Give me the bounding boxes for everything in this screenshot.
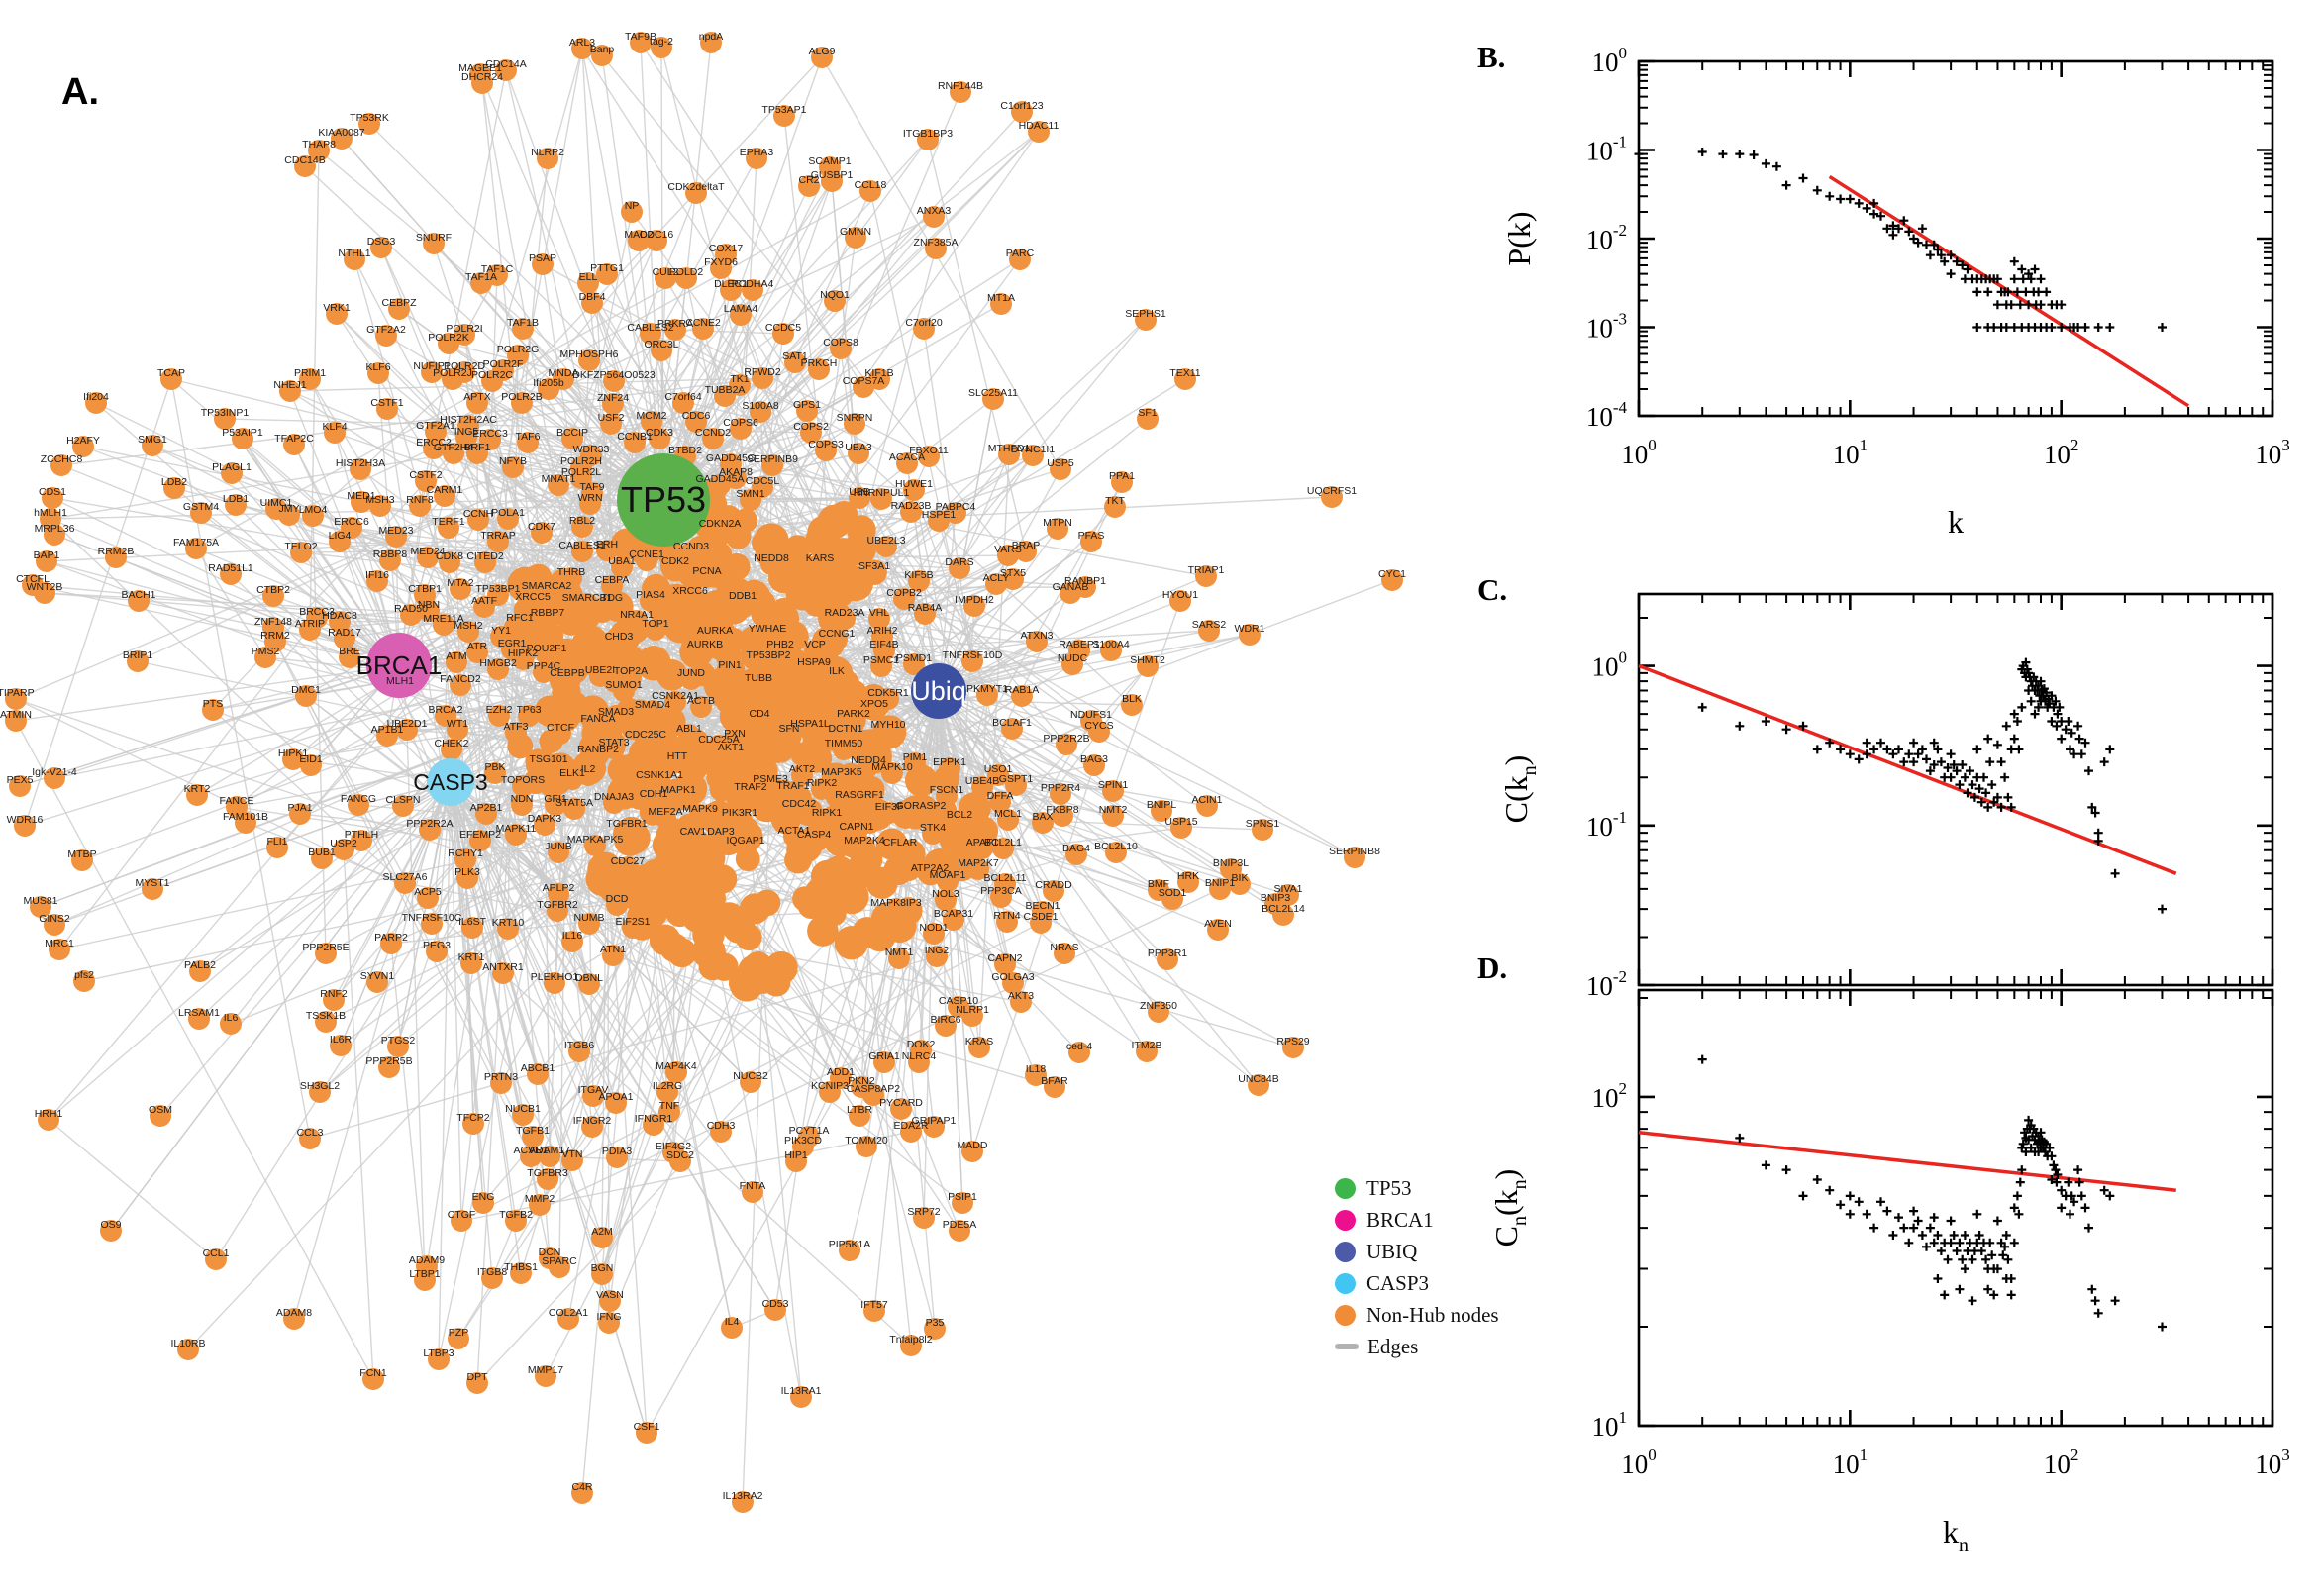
svg-text:101: 101 [1833,1446,1868,1479]
svg-text:101: 101 [1592,1408,1628,1442]
legend-item-edges: Edges [1335,1331,1499,1362]
legend-item-ubiq: UBIQ [1335,1236,1499,1267]
legend: TP53 BRCA1 UBIQ CASP3 Non-Hub nodes Edges [1335,1172,1499,1362]
hub-casp3 [427,758,474,806]
panel-c-label: C. [1477,572,1508,607]
svg-text:10-2: 10-2 [1586,221,1627,254]
hub-ubiq [911,663,966,719]
legend-item-label: Edges [1367,1334,1419,1358]
legend-item-label: CASP3 [1366,1270,1430,1295]
hub-brca1 [366,633,432,698]
hub-label-brca1: BRCA1 [356,650,443,680]
panel-d-label: D. [1477,950,1508,985]
legend-item-label: BRCA1 [1366,1207,1434,1232]
svg-text:102: 102 [1592,1079,1628,1113]
svg-text:100: 100 [1621,1446,1657,1479]
legend-item-brca1: BRCA1 [1335,1204,1499,1236]
hub-label-tp53: TP53 [621,479,706,520]
svg-text:103: 103 [2255,1446,2290,1479]
legend-dot-swatch [1335,1304,1356,1326]
svg-text:10-1: 10-1 [1586,133,1627,166]
panel-a-label: A. [61,71,99,113]
data-points-D [1697,1054,2167,1332]
hubs-layer [366,453,966,806]
svg-text:100: 100 [1621,436,1657,469]
data-points-C [1697,657,2167,914]
svg-text:10-4: 10-4 [1586,398,1628,432]
legend-item-tp53: TP53 [1335,1172,1499,1204]
chart-panel-B: 100 10-1 10-2 10-3 10-4 100 101 102 103 P(k) k [1501,44,2290,540]
node-labels-layer: TP53RKKIAA0087THAP8CDC14BDSG3NTHL1SNURFC… [0,31,1406,1502]
data-points-B [1634,148,2167,332]
svg-text:100: 100 [1592,44,1628,77]
legend-dot-swatch [1335,1241,1356,1262]
hub-label-ubiq: Ubiq [911,676,966,706]
svg-text:P(k): P(k) [1501,211,1537,265]
svg-text:102: 102 [2044,1446,2079,1479]
legend-dot-swatch [1335,1177,1356,1199]
svg-text:kn: kn [1943,1514,1969,1556]
legend-dot-swatch [1335,1272,1356,1294]
chart-panel-C: 100 10-1 10-2 C(kn) [1498,592,2274,1001]
legend-dot-swatch [1335,1209,1356,1231]
fit-line-C [1638,663,2177,875]
hub-tp53 [617,453,710,547]
legend-item-casp3: CASP3 [1335,1267,1499,1299]
panel-b-label: B. [1477,40,1506,74]
nodes-layer [5,32,1403,1513]
legend-item-label: UBIQ [1366,1239,1418,1263]
legend-item-non-hub-nodes: Non-Hub nodes [1335,1299,1499,1331]
svg-text:C(kn): C(kn) [1498,755,1541,824]
fit-line-D [1638,1131,2176,1192]
svg-text:k: k [1948,504,1964,540]
legend-edge-swatch [1335,1344,1359,1349]
svg-text:10-3: 10-3 [1586,310,1627,344]
svg-text:10-1: 10-1 [1586,808,1627,842]
legend-item-label: Non-Hub nodes [1366,1302,1499,1327]
svg-text:102: 102 [2044,436,2079,469]
hub-label-casp3: CASP3 [413,769,487,795]
legend-item-label: TP53 [1366,1175,1412,1200]
svg-text:103: 103 [2255,436,2290,469]
svg-text:101: 101 [1833,436,1868,469]
svg-text:10-2: 10-2 [1586,967,1627,1001]
svg-text:100: 100 [1592,648,1628,682]
